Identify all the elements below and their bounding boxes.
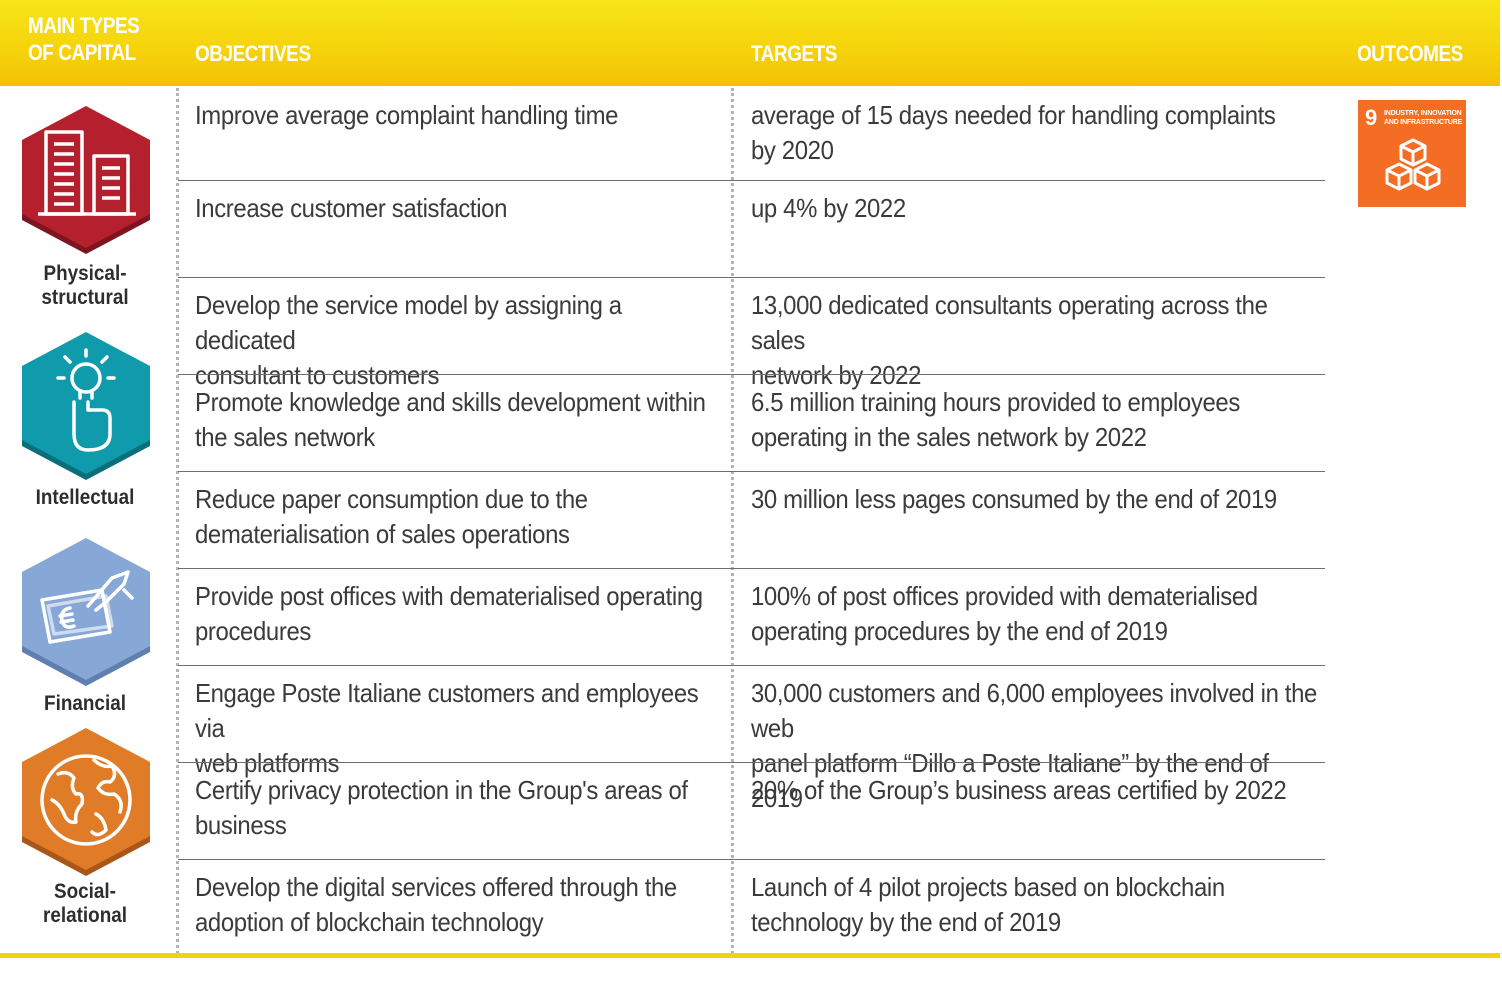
target-cell: 20% of the Group’s business areas certif… (751, 773, 1321, 808)
header-outcomes: OUTCOMES (1357, 41, 1463, 66)
header-capital-line2: OF CAPITAL (28, 40, 136, 65)
target-line: 100% of post offices provided with demat… (751, 581, 1258, 611)
target-line: operating procedures by the end of 2019 (751, 616, 1168, 646)
capital-social-relational: Social- relational (18, 726, 154, 927)
objective-line: web platforms (195, 748, 340, 778)
buildings-icon (22, 106, 150, 254)
objective-cell: Develop the service model by assigning a… (195, 288, 724, 393)
objective-line: Increase customer satisfaction (195, 193, 508, 223)
objective-line: Provide post offices with dematerialised… (195, 581, 703, 611)
target-line: network by 2022 (751, 360, 922, 390)
column-divider-capital (176, 88, 179, 954)
capital-label-line: Social- (54, 880, 116, 903)
objective-line: Improve average complaint handling time (195, 100, 619, 130)
target-line: 6.5 million training hours provided to e… (751, 387, 1240, 417)
capital-label: Financial (16, 692, 155, 716)
objective-line: Develop the digital services offered thr… (195, 872, 677, 902)
cubes-icon (1385, 138, 1441, 191)
target-cell: average of 15 days needed for handling c… (751, 98, 1321, 168)
objective-line: dematerialisation of sales operations (195, 519, 570, 549)
header-band: MAIN TYPES OF CAPITAL OBJECTIVES TARGETS… (0, 0, 1500, 86)
objective-cell: Provide post offices with dematerialised… (195, 579, 724, 649)
capital-label-line: Physical- (43, 262, 127, 285)
target-line: Launch of 4 pilot projects based on bloc… (751, 872, 1225, 902)
target-line: average of 15 days needed for handling c… (751, 100, 1276, 130)
target-line: panel platform “Dillo a Poste Italiane” … (751, 748, 1269, 813)
header-main-types-of-capital: MAIN TYPES OF CAPITAL (28, 12, 140, 66)
capital-intellectual: Intellectual (18, 330, 154, 509)
table-row: Improve average complaint handling time … (178, 88, 1325, 185)
target-line: by 2020 (751, 135, 834, 165)
target-cell: 13,000 dedicated consultants operating a… (751, 288, 1321, 393)
bottom-rule (0, 953, 1500, 958)
target-cell: 30,000 customers and 6,000 employees inv… (751, 676, 1321, 816)
target-cell: 100% of post offices provided with demat… (751, 579, 1321, 649)
table-row: Increase customer satisfaction up 4% by … (178, 180, 1325, 277)
target-cell: up 4% by 2022 (751, 191, 1321, 226)
sdg-9-tile: 9 INDUSTRY, INNOVATION AND INFRASTRUCTUR… (1358, 100, 1466, 207)
capital-label: Physical- structural (16, 262, 155, 310)
target-line: technology by the end of 2019 (751, 907, 1061, 937)
header-objectives: OBJECTIVES (195, 41, 311, 66)
globe-icon (22, 728, 150, 876)
sdg-number: 9 (1365, 105, 1378, 130)
capital-label: Intellectual (16, 486, 155, 510)
target-line: up 4% by 2022 (751, 193, 906, 223)
target-cell: Launch of 4 pilot projects based on bloc… (751, 870, 1321, 940)
column-divider-objectives (731, 88, 734, 954)
objective-line: Engage Poste Italiane customers and empl… (195, 678, 699, 743)
objective-cell: Certify privacy protection in the Group'… (195, 773, 724, 843)
objective-cell: Increase customer satisfaction (195, 191, 724, 226)
table-row: Certify privacy protection in the Group'… (178, 762, 1325, 859)
capital-label-line: Financial (44, 692, 126, 715)
capital-physical-structural: Physical- structural (18, 104, 154, 309)
objective-cell: Reduce paper consumption due to the dema… (195, 482, 724, 552)
money-hand-icon (22, 538, 150, 686)
table-row: Develop the service model by assigning a… (178, 277, 1325, 390)
target-cell: 6.5 million training hours provided to e… (751, 385, 1321, 455)
sdg-title: INDUSTRY, INNOVATION AND INFRASTRUCTURE (1384, 110, 1463, 126)
capital-label-line: structural (41, 286, 129, 309)
objective-cell: Improve average complaint handling time (195, 98, 724, 133)
table-row: Develop the digital services offered thr… (178, 859, 1325, 956)
objective-line: consultant to customers (195, 360, 440, 390)
objective-cell: Promote knowledge and skills development… (195, 385, 724, 455)
header-capital-line1: MAIN TYPES (28, 13, 140, 38)
header-targets: TARGETS (751, 41, 837, 66)
objective-line: the sales network (195, 422, 375, 452)
target-line: 30,000 customers and 6,000 employees inv… (751, 678, 1317, 743)
objective-line: Develop the service model by assigning a… (195, 290, 622, 355)
target-line: 13,000 dedicated consultants operating a… (751, 290, 1268, 355)
objective-line: Certify privacy protection in the Group'… (195, 775, 688, 805)
lightbulb-hand-icon (22, 332, 150, 480)
objective-line: business (195, 810, 287, 840)
table-row: Engage Poste Italiane customers and empl… (178, 665, 1325, 813)
objective-line: Reduce paper consumption due to the (195, 484, 588, 514)
target-line: 30 million less pages consumed by the en… (751, 484, 1277, 514)
objective-line: adoption of blockchain technology (195, 907, 544, 937)
capital-label: Social- relational (16, 880, 155, 928)
target-line: 20% of the Group’s business areas certif… (751, 775, 1287, 805)
capital-label-line: relational (42, 904, 128, 927)
objective-line: procedures (195, 616, 311, 646)
table-row: Provide post offices with dematerialised… (178, 568, 1325, 665)
table-row: Reduce paper consumption due to the dema… (178, 471, 1325, 568)
objective-line: Promote knowledge and skills development… (195, 387, 706, 417)
table-row: Promote knowledge and skills development… (178, 374, 1325, 471)
target-line: operating in the sales network by 2022 (751, 422, 1147, 452)
objective-cell: Engage Poste Italiane customers and empl… (195, 676, 724, 781)
target-cell: 30 million less pages consumed by the en… (751, 482, 1321, 517)
objective-cell: Develop the digital services offered thr… (195, 870, 724, 940)
capital-label-line: Intellectual (35, 486, 135, 509)
capital-financial: Financial (18, 536, 154, 715)
